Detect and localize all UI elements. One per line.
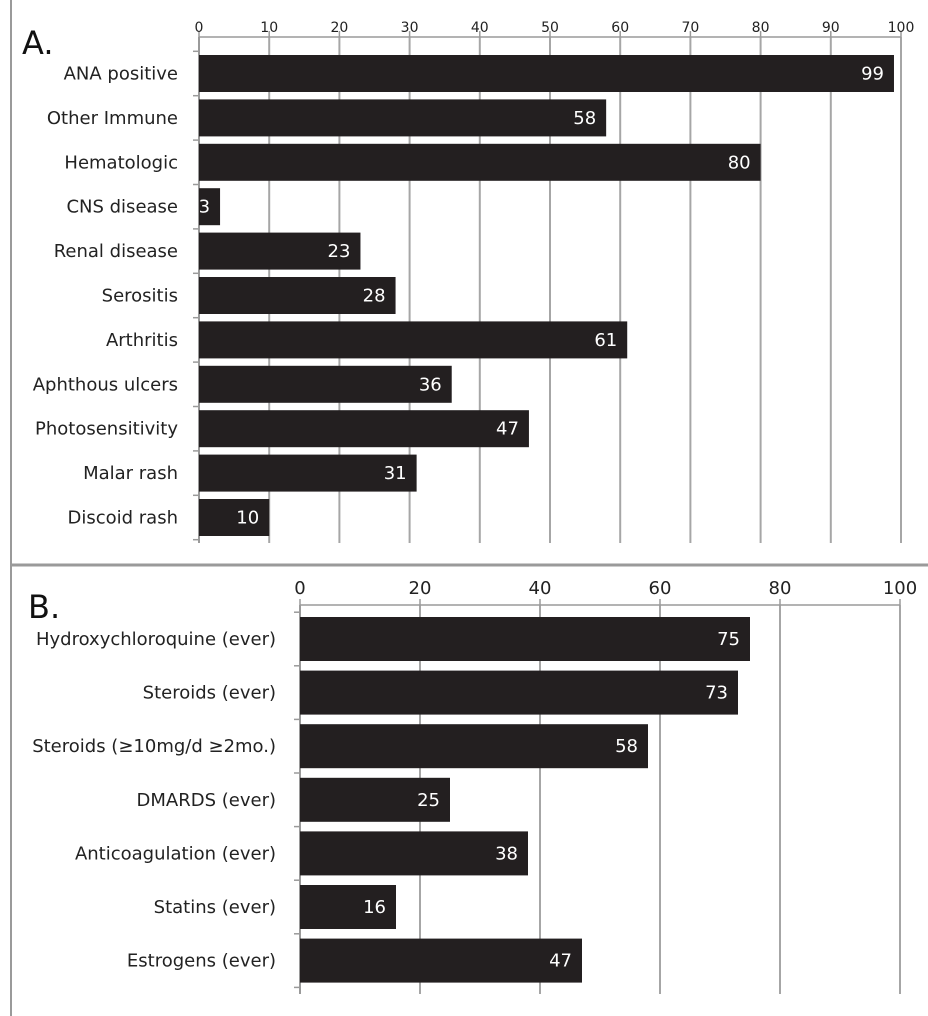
bar-b-1 — [300, 670, 738, 715]
category-label-a-4: Renal disease — [54, 241, 178, 262]
data-label-a-10: 10 — [236, 508, 259, 529]
data-label-a-8: 47 — [496, 419, 519, 440]
data-label-a-0: 99 — [861, 64, 884, 85]
category-label-b-5: Statins (ever) — [154, 897, 276, 918]
bar-a-0 — [199, 55, 894, 92]
data-label-b-3: 25 — [417, 790, 440, 811]
category-label-a-10: Discoid rash — [67, 508, 178, 529]
data-label-a-6: 61 — [594, 330, 617, 351]
tick-label-a-1: 10 — [260, 20, 278, 36]
tick-label-a-0: 0 — [195, 20, 204, 36]
bar-a-3 — [199, 188, 221, 226]
bar-b-3 — [300, 777, 450, 822]
category-label-a-3: CNS disease — [66, 197, 178, 218]
data-label-a-7: 36 — [419, 374, 442, 395]
tick-label-a-3: 30 — [401, 20, 419, 36]
tick-label-b-5: 100 — [883, 578, 917, 599]
bar-b-5 — [300, 885, 396, 929]
tick-label-b-1: 20 — [409, 578, 432, 599]
category-label-a-7: Aphthous ulcers — [33, 374, 178, 395]
data-label-b-2: 58 — [615, 736, 638, 757]
bar-a-2 — [199, 143, 761, 181]
bar-a-5 — [199, 277, 396, 314]
category-label-a-1: Other Immune — [47, 108, 178, 129]
bar-a-4 — [199, 232, 361, 270]
bar-a-1 — [199, 99, 607, 137]
bar-a-6 — [199, 321, 628, 359]
category-label-b-0: Hydroxychloroquine (ever) — [36, 629, 276, 650]
data-label-b-0: 75 — [717, 629, 740, 650]
category-label-b-1: Steroids (ever) — [143, 683, 276, 704]
category-label-a-9: Malar rash — [83, 463, 178, 484]
tick-label-b-4: 80 — [769, 578, 792, 599]
bar-b-2 — [300, 724, 648, 769]
chart-panel-a: A. 0 10 20 30 40 50 60 70 80 90 100 99 ANA positive 5… — [22, 20, 914, 543]
tick-label-a-10: 100 — [888, 20, 915, 36]
data-label-a-5: 28 — [363, 286, 386, 307]
tick-label-b-3: 60 — [649, 578, 672, 599]
data-label-a-2: 80 — [728, 152, 751, 173]
category-label-b-3: DMARDS (ever) — [137, 790, 276, 811]
data-label-a-3: 3 — [199, 197, 210, 218]
tick-label-a-6: 60 — [611, 20, 629, 36]
panel-b-label: B. — [28, 588, 60, 626]
tick-label-a-8: 80 — [752, 20, 770, 36]
bar-a-10 — [199, 499, 270, 536]
tick-label-a-7: 70 — [681, 20, 699, 36]
category-label-b-6: Estrogens (ever) — [127, 951, 276, 972]
data-label-a-4: 23 — [328, 241, 351, 262]
data-label-a-1: 58 — [573, 108, 596, 129]
category-label-b-4: Anticoagulation (ever) — [75, 843, 276, 864]
category-label-a-2: Hematologic — [64, 152, 178, 173]
tick-label-b-0: 0 — [294, 578, 305, 599]
chart-panel-b: B. 0 20 40 60 80 100 75 Hydroxychloroquine (eve… — [28, 578, 917, 994]
tick-label-a-2: 20 — [330, 20, 348, 36]
data-label-b-1: 73 — [705, 683, 728, 704]
data-label-b-6: 47 — [549, 951, 572, 972]
category-label-a-8: Photosensitivity — [35, 419, 178, 440]
tick-label-a-9: 90 — [822, 20, 840, 36]
bar-b-4 — [300, 831, 528, 876]
bar-b-0 — [300, 617, 750, 661]
bar-b-6 — [300, 938, 582, 983]
bar-a-8 — [199, 410, 529, 448]
category-label-a-6: Arthritis — [106, 330, 178, 351]
data-label-b-5: 16 — [363, 897, 386, 918]
bar-a-7 — [199, 365, 452, 403]
tick-label-a-5: 50 — [541, 20, 559, 36]
category-label-b-2: Steroids (≥10mg/d ≥2mo.) — [32, 736, 276, 757]
category-label-a-5: Serositis — [102, 286, 178, 307]
panel-a-label: A. — [22, 24, 54, 62]
tick-label-a-4: 40 — [471, 20, 489, 36]
bar-a-9 — [199, 454, 417, 492]
data-label-b-4: 38 — [495, 843, 518, 864]
data-label-a-9: 31 — [384, 463, 407, 484]
tick-label-b-2: 40 — [529, 578, 552, 599]
category-label-a-0: ANA positive — [64, 64, 178, 85]
